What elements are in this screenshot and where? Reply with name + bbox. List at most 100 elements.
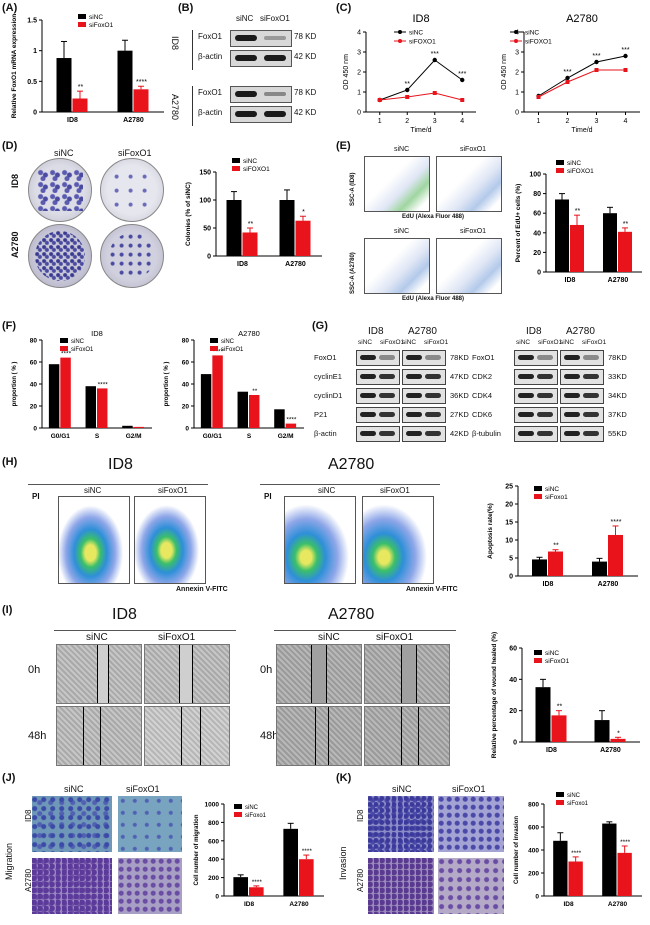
y-tick-label-e-2: 40 (533, 230, 541, 237)
blot-g-left-band-0-1 (402, 350, 446, 366)
x-tick-label-c2-1: 2 (566, 118, 570, 125)
blot-g-right-row-kd-2: 34KD (608, 391, 627, 400)
sig-j-0: **** (252, 879, 263, 886)
bar-a-sifoxo1-0 (72, 98, 88, 112)
legend-swatch-f1-1 (60, 346, 68, 351)
blot-g-left-col-0: siNC (358, 339, 373, 346)
transwell-k-col-sinc: siNC (392, 784, 412, 794)
bar-f2-sinc-0 (200, 374, 212, 428)
plates-d-row-id8: ID8 (10, 173, 20, 188)
legend-swatch-k-1 (556, 800, 564, 805)
bar-i-sifoxo1-1 (610, 738, 626, 742)
transwell-j: siNC siFoxO1 Migration ID8 A2780 (2, 784, 182, 920)
sig-c2-3: *** (621, 47, 629, 54)
western-blot-g-left: ID8 A2780 siNC siFoxO1 siNC siFoxO1 FoxO1 78KD c… (312, 326, 490, 444)
flow-h-a2780-sinc (284, 496, 356, 584)
flow-e-ylabel-bottom: SSC-A (A2780) (350, 252, 356, 294)
blot-b-row1-label: FoxO1 (198, 32, 223, 41)
x-tick-label-c2-2: 3 (595, 118, 599, 125)
western-blot-g-right: ID8 A2780 siNC siFoxO1 siNC siFoxO1 FoxO1 78KD C… (470, 326, 648, 444)
legend-swatch-d-0 (232, 158, 240, 163)
legend-label-c2-1: siFOXO1 (525, 39, 552, 46)
blot-g-right-band-3-0 (514, 407, 558, 423)
bar-h-sifoxo1-1 (608, 534, 623, 576)
x-tick-label-f1-0: G0/G1 (51, 433, 71, 440)
y-label-j: Cell number of migration (194, 814, 200, 885)
y-tick-label-k-3: 600 (528, 825, 539, 832)
x-tick-label-e-1: A2780 (608, 277, 629, 284)
wound-img-a2780-sinc-0h (276, 644, 362, 704)
x-tick-label-f2-0: G0/G1 (203, 433, 223, 440)
x-tick-label-j-1: A2780 (289, 901, 309, 908)
x-tick-label-e-0: ID8 (565, 277, 576, 284)
legend-label-e-0: siNC (567, 160, 581, 167)
y-tick-label-j-1: 200 (208, 875, 219, 882)
plates-d-row-a2780: A2780 (10, 231, 20, 258)
point-c1-1-2 (432, 91, 437, 95)
y-tick-label-f1-4: 80 (30, 338, 38, 345)
legend-label-d-0: siNC (243, 158, 257, 165)
y-tick-label-e-3: 60 (533, 211, 541, 218)
point-c1-1-3 (460, 98, 465, 102)
blot-b-col-sinc: siNC (236, 14, 254, 23)
y-tick-label-f1-0: 0 (33, 426, 37, 433)
bar-k-sifoxo1-0 (568, 861, 583, 896)
wound-i-id8-sinc: siNC (86, 632, 108, 643)
point-c1-0-3 (460, 77, 465, 83)
bar-f1-sinc-0 (48, 364, 60, 428)
point-c2-0-2 (594, 59, 599, 65)
y-tick-label-k-0: 0 (535, 894, 539, 901)
blot-g-right-col-0: siNC (516, 339, 531, 346)
sig-f2-2: **** (286, 417, 297, 424)
y-tick-label-c2-0: 0 (515, 110, 519, 117)
y-tick-label-i-0: 0 (513, 740, 517, 747)
wound-i-0h-left: 0h (28, 664, 41, 676)
y-tick-label-f1-3: 60 (30, 360, 38, 367)
y-tick-label-a-1: 0.5 (27, 79, 37, 86)
blot-g-left-row-kd-3: 27KD (450, 410, 469, 419)
flow-e-xlabel-top: EdU (Alexa Fluor 488) (402, 214, 465, 220)
blot-g-left-band-3-0 (356, 407, 400, 423)
legend-label-c1-0: siNC (409, 30, 423, 37)
y-tick-label-j-3: 600 (208, 838, 219, 845)
x-tick-label-c1-0: 1 (378, 118, 382, 125)
y-tick-label-d-2: 100 (199, 198, 211, 205)
chart-title-f2: A2780 (238, 329, 260, 338)
blot-g-right-row-label-1: CDK2 (472, 372, 493, 381)
transwell-k-col-sifoxo1: siFoxO1 (452, 784, 486, 794)
line-c2-sifoxo1 (538, 69, 626, 98)
flow-plots-e: siNC siFoxO1 SSC-A (ID8) EdU (Alexa Fluo… (350, 146, 510, 316)
bar-f1-sinc-2 (122, 425, 133, 428)
blot-g-left-band-2-0 (356, 388, 400, 404)
y-label-i: Relative percentage of wound healed (%) (491, 632, 498, 758)
blot-b-row3-kd: 78 KD (294, 88, 317, 97)
chart-i-wound-healing: 0 20 40 60 Relative percentage of wound heal… (491, 632, 640, 758)
sig-e-1: ** (623, 221, 629, 228)
sig-f1-0: **** (61, 351, 72, 358)
x-tick-label-d-1: A2780 (285, 261, 306, 268)
transwell-k-row-id8: ID8 (356, 809, 365, 822)
legend-swatch-j-1 (234, 812, 242, 817)
blot-b-group-a2780: A2780 (170, 94, 180, 121)
y-tick-label-a-0: 0 (33, 110, 37, 117)
blot-g-right-band-1-0 (514, 369, 558, 385)
bar-j-sinc-1 (283, 828, 298, 896)
wound-img-id8-sinc-48h (56, 706, 142, 766)
flow-h-a2780-sifoxo1-label: siFoxO1 (380, 486, 410, 495)
bar-f1-sifoxo1-0 (60, 357, 71, 428)
y-label-a: Relative FoxO1 mRNA expression (11, 14, 18, 119)
blot-g-left-row-label-1: cyclinE1 (314, 372, 342, 381)
blot-g-left-row-kd-0: 78KD (450, 353, 469, 362)
panel-label-a: (A) (2, 2, 18, 14)
y-tick-label-e-0: 0 (537, 270, 541, 277)
bar-e-sifoxo1-1 (618, 231, 632, 272)
legend-label-f1-0: siNC (71, 339, 85, 345)
blot-g-right-col-2: siNC (560, 339, 575, 346)
panel-label-i: (I) (2, 604, 13, 616)
legend-label-c2-0: siNC (525, 30, 539, 37)
blot-g-left-row-kd-2: 36KD (450, 391, 469, 400)
x-tick-label-f2-1: S (247, 433, 252, 440)
legend-swatch-f1-0 (60, 338, 68, 343)
legend-label-a-1: siFoxO1 (89, 22, 114, 29)
point-c1-1-0 (377, 98, 382, 102)
